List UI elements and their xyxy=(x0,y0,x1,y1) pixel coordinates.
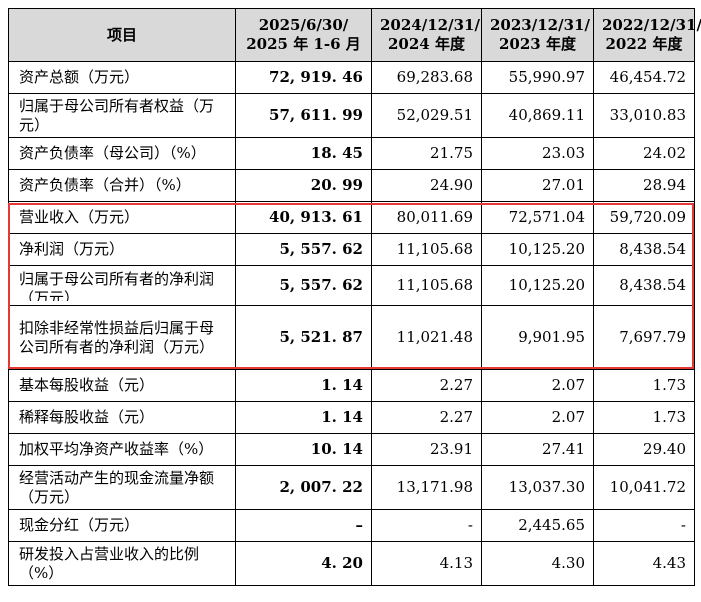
cell-value: 55,990.97 xyxy=(481,61,594,94)
table-row: 资产负债率（母公司）（%） 18. 45 21.75 23.03 24.02 xyxy=(8,137,695,170)
cell-value: 23.03 xyxy=(481,137,594,170)
table-row: 资产总额（万元） 72, 919. 46 69,283.68 55,990.97 46,… xyxy=(8,61,695,94)
table-row: 现金分红（万元） – -2,445.65- xyxy=(8,509,695,542)
cell-value: 1.73 xyxy=(593,369,695,402)
cell-value: 2.27 xyxy=(371,369,482,402)
cell-value: 10,125.20 xyxy=(481,265,594,306)
cell-value: 8,438.54 xyxy=(593,265,695,306)
row-label: 经营活动产生的现金流量净额（万元） xyxy=(8,465,236,510)
table-row: 研发投入占营业收入的比例（%） 4. 20 4.13 4.30 4.43 xyxy=(8,541,695,586)
cell-value: 24.02 xyxy=(593,137,695,170)
cell-value: 10,125.20 xyxy=(481,233,594,266)
cell-value: 4.30 xyxy=(481,541,594,586)
cell-value: 5, 557. 62 xyxy=(235,265,372,306)
cell-value: 72, 919. 46 xyxy=(235,61,372,94)
cell-value: - xyxy=(371,509,482,542)
cell-value: 52,029.51 xyxy=(371,93,482,138)
cell-value: 4. 20 xyxy=(235,541,372,586)
row-label: 现金分红（万元） xyxy=(8,509,236,542)
cell-value: 27.41 xyxy=(481,433,594,466)
header-2025: 2025/6/30/ 2025 年 1-6 月 xyxy=(235,8,372,62)
cell-value: – xyxy=(235,509,372,542)
row-label: 扣除非经常性损益后归属于母公司所有者的净利润（万元） xyxy=(8,305,236,370)
cell-value: 10,041.72 xyxy=(593,465,695,510)
cell-value: 5, 521. 87 xyxy=(235,305,372,370)
cell-value: 11,105.68 xyxy=(371,265,482,306)
row-label: 资产总额（万元） xyxy=(8,61,236,94)
cell-value: 13,171.98 xyxy=(371,465,482,510)
table-row: 加权平均净资产收益率（%） 10. 14 23.91 27.41 29.40 xyxy=(8,433,695,466)
table-row: 营业收入（万元） 40, 913. 61 80,011.69 72,571.04 59,… xyxy=(8,201,695,234)
table-row: 经营活动产生的现金流量净额（万元） 2, 007. 22 13,171.98 13,0… xyxy=(8,465,695,510)
cell-value: 33,010.83 xyxy=(593,93,695,138)
cell-value: 2, 007. 22 xyxy=(235,465,372,510)
cell-value: 11,021.48 xyxy=(371,305,482,370)
cell-value: 40,869.11 xyxy=(481,93,594,138)
cell-value: 1. 14 xyxy=(235,401,372,434)
cell-value: 2.07 xyxy=(481,369,594,402)
cell-value: 13,037.30 xyxy=(481,465,594,510)
row-label: 研发投入占营业收入的比例（%） xyxy=(8,541,236,586)
table-row: 扣除非经常性损益后归属于母公司所有者的净利润（万元） 5, 521. 87 11,0… xyxy=(8,305,695,370)
cell-value: 80,011.69 xyxy=(371,201,482,234)
cell-value: 10. 14 xyxy=(235,433,372,466)
cell-value: 7,697.79 xyxy=(593,305,695,370)
row-label-text: 归属于母公司所有者的净利润（万元） xyxy=(19,270,215,301)
cell-value: - xyxy=(593,509,695,542)
financial-table: 项目 2025/6/30/ 2025 年 1-6 月 2024/12/31/ 2… xyxy=(8,8,701,586)
cell-value: 57, 611. 99 xyxy=(235,93,372,138)
cell-value: 72,571.04 xyxy=(481,201,594,234)
cell-value: 46,454.72 xyxy=(593,61,695,94)
cell-value: 2.27 xyxy=(371,401,482,434)
cell-value: 23.91 xyxy=(371,433,482,466)
table-row: 资产负债率（合并）（%） 20. 99 24.90 27.01 28.94 xyxy=(8,169,695,202)
row-label: 资产负债率（母公司）（%） xyxy=(8,137,236,170)
row-label: 资产负债率（合并）（%） xyxy=(8,169,236,202)
row-label: 归属于母公司所有者的净利润（万元） xyxy=(8,265,236,306)
header-2024: 2024/12/31/ 2024 年度 xyxy=(371,8,482,62)
row-label: 稀释每股收益（元） xyxy=(8,401,236,434)
header-item: 项目 xyxy=(8,8,236,62)
cell-value: 8,438.54 xyxy=(593,233,695,266)
table-row: 基本每股收益（元） 1. 14 2.27 2.07 1.73 xyxy=(8,369,695,402)
header-2022: 2022/12/31/ 2022 年度 xyxy=(593,8,701,62)
cell-value: 2.07 xyxy=(481,401,594,434)
cell-value: 69,283.68 xyxy=(371,61,482,94)
row-label: 营业收入（万元） xyxy=(8,201,236,234)
cell-value: 27.01 xyxy=(481,169,594,202)
cell-value: 20. 99 xyxy=(235,169,372,202)
cell-value: 4.13 xyxy=(371,541,482,586)
header-row: 项目 2025/6/30/ 2025 年 1-6 月 2024/12/31/ 2… xyxy=(8,8,701,62)
row-label: 归属于母公司所有者权益（万元） xyxy=(8,93,236,138)
cell-value: 18. 45 xyxy=(235,137,372,170)
cell-value: 59,720.09 xyxy=(593,201,695,234)
table-row: 净利润（万元） 5, 557. 62 11,105.68 10,125.20 8,438… xyxy=(8,233,695,266)
row-label: 净利润（万元） xyxy=(8,233,236,266)
cell-value: 2,445.65 xyxy=(481,509,594,542)
cell-value: 24.90 xyxy=(371,169,482,202)
cell-value: 9,901.95 xyxy=(481,305,594,370)
row-label: 基本每股收益（元） xyxy=(8,369,236,402)
cell-value: 5, 557. 62 xyxy=(235,233,372,266)
cell-value: 4.43 xyxy=(593,541,695,586)
cell-value: 28.94 xyxy=(593,169,695,202)
row-label: 加权平均净资产收益率（%） xyxy=(8,433,236,466)
cell-value: 11,105.68 xyxy=(371,233,482,266)
cell-value: 29.40 xyxy=(593,433,695,466)
table-row: 稀释每股收益（元） 1. 14 2.27 2.07 1.73 xyxy=(8,401,695,434)
header-2023: 2023/12/31/ 2023 年度 xyxy=(481,8,594,62)
cell-value: 1. 14 xyxy=(235,369,372,402)
cell-value: 1.73 xyxy=(593,401,695,434)
cell-value: 40, 913. 61 xyxy=(235,201,372,234)
cell-value: 21.75 xyxy=(371,137,482,170)
table-row: 归属于母公司所有者的净利润（万元） 5, 557. 62 11,105.68 10,1… xyxy=(8,265,695,306)
table-row: 归属于母公司所有者权益（万元） 57, 611. 99 52,029.51 40,86… xyxy=(8,93,695,138)
